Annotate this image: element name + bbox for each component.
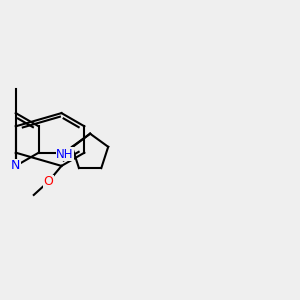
- Text: O: O: [44, 175, 53, 188]
- Text: NH: NH: [56, 148, 74, 161]
- Text: N: N: [11, 159, 20, 172]
